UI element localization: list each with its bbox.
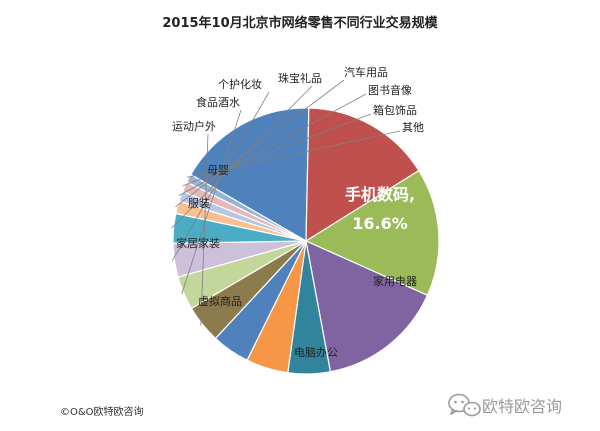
slice-label: 箱包饰品 <box>373 103 417 117</box>
slice-label: 家居家装 <box>176 236 220 250</box>
chart-title: 2015年10月北京市网络零售不同行业交易规模 <box>162 15 438 31</box>
slice-value-label: 16.6% <box>352 214 408 233</box>
leader-line <box>172 91 270 261</box>
pie-slice <box>305 107 420 243</box>
slice-label: 运动户外 <box>172 119 216 133</box>
pie-slice <box>304 169 440 297</box>
slice-label: 母婴 <box>207 164 229 177</box>
leader-line <box>175 79 345 208</box>
slice-label: 服装 <box>188 197 210 210</box>
brand-watermark: 欧特欧咨询 <box>482 397 562 416</box>
slice-label: 电脑办公 <box>294 346 338 359</box>
slice-label: 汽车用品 <box>344 65 388 79</box>
wechat-icon <box>448 393 481 417</box>
pie-slice <box>185 173 307 242</box>
pie-slice <box>305 239 429 373</box>
slice-label: 个护化妆 <box>218 77 262 91</box>
slice-label: 其他 <box>402 121 424 134</box>
leader-line <box>200 133 209 326</box>
slice-label: 家用电器 <box>373 274 417 288</box>
leader-line <box>181 109 242 295</box>
slice-label: 珠宝礼品 <box>278 71 322 85</box>
slice-label: 图书音像 <box>368 83 412 97</box>
slice-label: 虚拟商品 <box>198 294 242 308</box>
leader-line <box>182 113 372 187</box>
copyright-text: ©O&O欧特欧咨询 <box>60 405 144 418</box>
pie-slices <box>172 107 440 375</box>
leader-line <box>178 93 367 196</box>
slice-label: 手机数码, <box>345 185 415 204</box>
leader-lines <box>171 79 401 326</box>
slice-label: 食品酒水 <box>196 95 240 109</box>
leader-line <box>186 130 401 178</box>
